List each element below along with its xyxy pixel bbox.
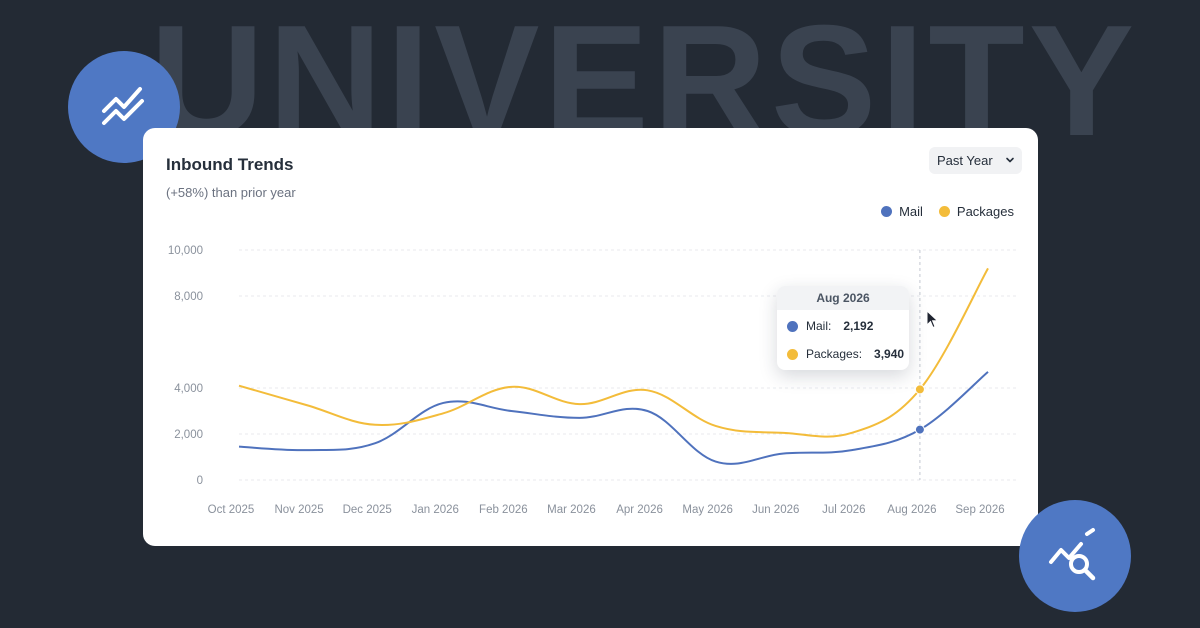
x-tick-label: Jul 2026 (822, 504, 865, 516)
inbound-trends-card: Inbound Trends (+58%) than prior year Pa… (143, 128, 1038, 546)
chevron-down-icon (1006, 157, 1014, 163)
y-tick-label: 8,000 (174, 291, 203, 303)
x-tick-label: Aug 2026 (887, 504, 936, 516)
x-tick-label: May 2026 (682, 504, 733, 516)
tooltip-label-mail: Mail: (806, 319, 832, 333)
x-tick-label: Sep 2026 (955, 504, 1004, 516)
highlight-point-packages (914, 384, 925, 395)
mouse-pointer-icon (926, 310, 939, 329)
legend-label-packages: Packages (956, 204, 1014, 219)
y-tick-label: 4,000 (174, 383, 203, 395)
x-tick-label: Mar 2026 (547, 504, 596, 516)
legend-item-packages[interactable]: Packages (938, 204, 1014, 219)
legend-label-mail: Mail (899, 204, 923, 219)
tooltip-row-packages: Packages: 3,940 (787, 347, 904, 361)
period-select-label: Past Year (937, 153, 993, 168)
period-select[interactable]: Past Year (929, 147, 1022, 174)
chart-subtitle: (+58%) than prior year (166, 185, 296, 200)
highlight-point-mail (914, 424, 925, 435)
analytics-badge (1019, 500, 1131, 612)
tooltip-value-mail: 2,192 (843, 319, 874, 333)
tooltip-row-mail: Mail: 2,192 (787, 319, 873, 333)
chart-search-icon (1049, 528, 1096, 581)
x-tick-label: Jun 2026 (752, 504, 799, 516)
tooltip-value-packages: 3,940 (874, 347, 905, 361)
tooltip-title: Aug 2026 (777, 286, 909, 310)
legend-swatch-mail (881, 206, 893, 217)
series-line-packages (238, 267, 989, 438)
y-tick-label: 0 (197, 475, 203, 487)
x-tick-label: Dec 2025 (343, 504, 392, 516)
tooltip-swatch-packages (787, 348, 798, 360)
series-line-mail (238, 371, 989, 465)
chart-legend: Mail Packages (881, 204, 1014, 219)
y-tick-label: 10,000 (168, 245, 203, 257)
x-tick-label: Oct 2025 (208, 504, 255, 516)
x-tick-label: Jan 2026 (412, 504, 459, 516)
x-tick-label: Nov 2025 (274, 504, 323, 516)
legend-item-mail[interactable]: Mail (881, 204, 923, 219)
chart-tooltip: Aug 2026 Mail: 2,192 Packages: 3,940 (777, 286, 909, 370)
x-tick-label: Feb 2026 (479, 504, 528, 516)
legend-swatch-packages (938, 206, 950, 217)
line-chart: 0 2,000 4,000 8,000 10,000 Oct 2025 Nov 2025 De… (168, 245, 1016, 516)
tooltip-swatch-mail (787, 320, 798, 332)
y-tick-label: 2,000 (174, 429, 203, 441)
tooltip-label-packages: Packages: (806, 347, 863, 361)
chart-title: Inbound Trends (166, 155, 294, 174)
trending-lines-icon (102, 87, 144, 125)
x-tick-label: Apr 2026 (616, 504, 663, 516)
